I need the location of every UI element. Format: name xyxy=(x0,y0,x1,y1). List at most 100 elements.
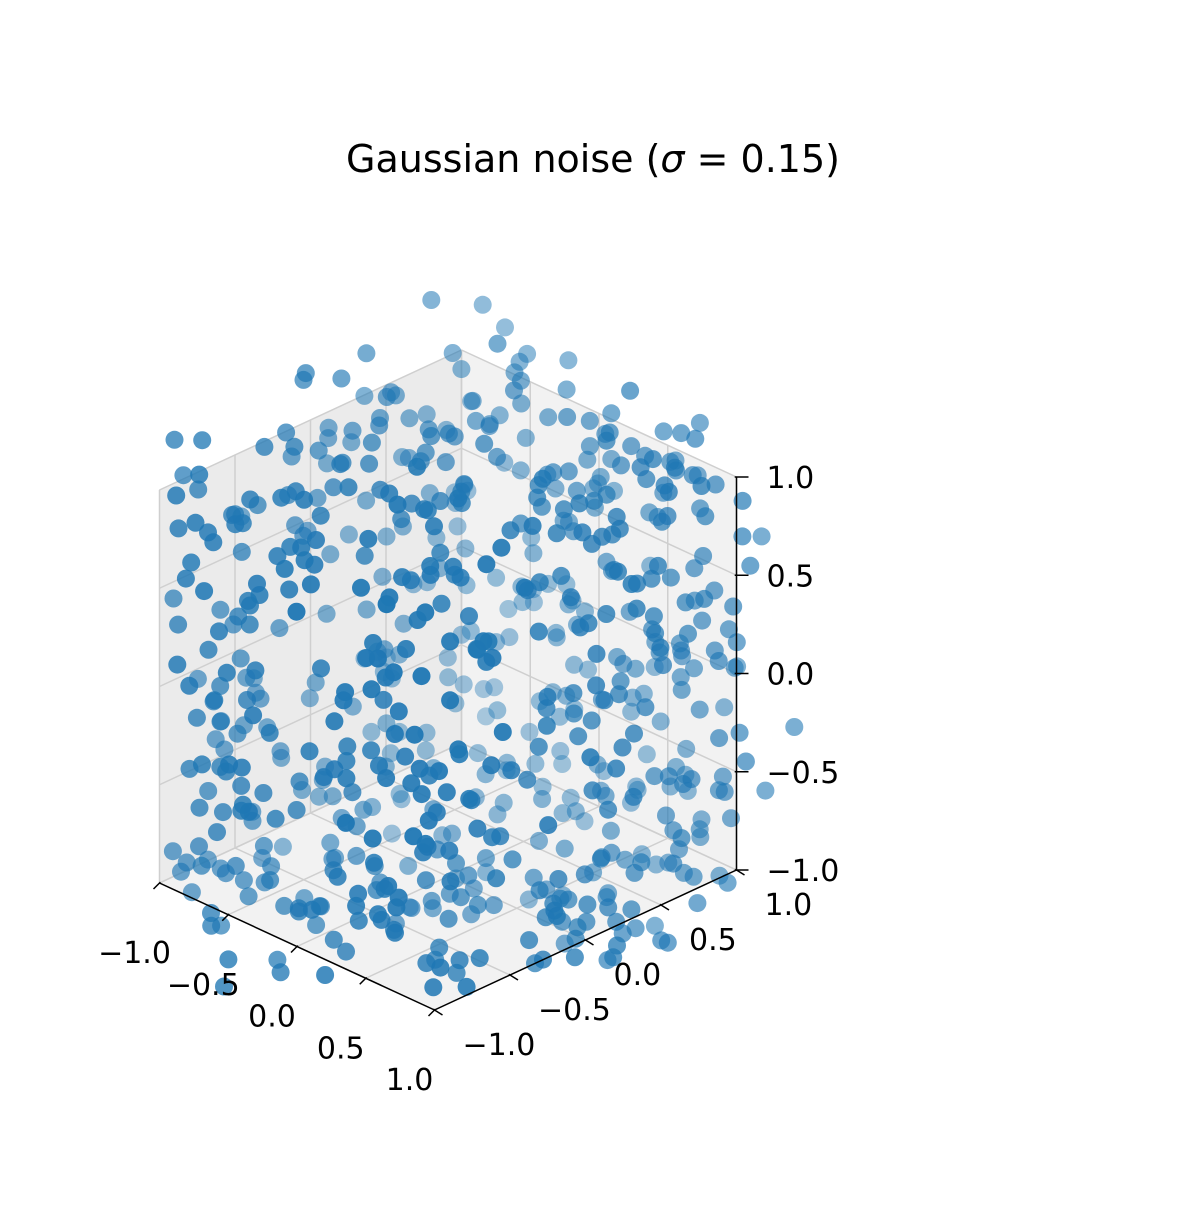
scatter-point xyxy=(622,575,641,593)
scatter-point xyxy=(492,538,511,557)
scatter-point xyxy=(578,895,597,914)
scatter-point xyxy=(354,800,373,819)
scatter-point xyxy=(724,597,743,616)
scatter-point xyxy=(722,809,740,828)
tick-mark xyxy=(152,881,161,890)
scatter-point xyxy=(688,894,707,913)
scatter-point xyxy=(533,469,552,488)
tick-mark xyxy=(359,976,368,985)
scatter-point xyxy=(553,755,572,773)
scatter-point xyxy=(601,821,620,840)
scatter-point xyxy=(654,656,672,675)
scatter-point xyxy=(377,527,396,546)
scatter-point xyxy=(232,776,251,795)
scatter-point xyxy=(364,634,383,652)
scatter-point xyxy=(310,787,328,806)
scatter-points xyxy=(163,291,804,997)
scatter-point xyxy=(199,523,217,542)
scatter-point xyxy=(622,437,641,456)
scatter-point xyxy=(241,490,260,509)
scatter-point xyxy=(362,741,381,760)
z-tick-label: −1.0 xyxy=(767,854,840,889)
scatter-point xyxy=(520,931,539,950)
scatter-point xyxy=(199,782,218,800)
scatter-point xyxy=(684,867,703,886)
scatter-point xyxy=(691,828,710,846)
scatter-point xyxy=(530,831,548,850)
scatter-point xyxy=(437,783,456,802)
scatter-point xyxy=(369,905,387,924)
scatter-point xyxy=(581,748,600,767)
scatter-point xyxy=(468,895,487,914)
scatter-point xyxy=(302,900,321,919)
scatter-point xyxy=(337,942,355,961)
scatter-point xyxy=(457,977,476,996)
scatter-point xyxy=(234,871,253,890)
scatter-point xyxy=(499,600,518,618)
scatter-point xyxy=(785,718,804,736)
scatter-point xyxy=(347,896,366,915)
scatter-point xyxy=(665,458,684,477)
scatter-point xyxy=(741,556,760,575)
scatter-point xyxy=(339,478,358,497)
scatter-point xyxy=(441,872,460,891)
scatter-point xyxy=(422,291,441,309)
scatter-point xyxy=(468,744,487,763)
scatter-point xyxy=(336,813,355,832)
y-tick-label: −0.5 xyxy=(538,993,611,1028)
scatter-point xyxy=(275,896,294,915)
scatter-point xyxy=(715,698,734,717)
scatter-point xyxy=(529,622,548,641)
scatter-point xyxy=(211,712,230,731)
scatter-point xyxy=(690,700,709,719)
scatter-point xyxy=(422,891,441,910)
scatter-point xyxy=(555,839,574,858)
scatter-point xyxy=(195,582,214,601)
scatter-point xyxy=(694,547,713,565)
scatter-point xyxy=(255,437,274,456)
scatter-point xyxy=(362,680,381,699)
scatter-point xyxy=(530,881,549,900)
grid-line xyxy=(159,349,462,491)
scatter-point xyxy=(573,523,592,542)
scatter-point xyxy=(459,866,478,885)
scatter-point xyxy=(169,615,188,634)
scatter-point xyxy=(607,507,626,526)
scatter-point xyxy=(389,702,408,721)
scatter-point xyxy=(355,546,374,565)
scatter-point xyxy=(622,900,641,919)
scatter-point xyxy=(386,923,404,942)
tick-mark xyxy=(583,938,594,946)
scatter-point xyxy=(430,762,448,781)
scatter-point xyxy=(384,663,403,682)
z-tick-label: −0.5 xyxy=(767,756,840,791)
scatter-point xyxy=(672,641,691,660)
scatter-point xyxy=(503,850,522,869)
scatter-point xyxy=(474,632,493,651)
scatter-point xyxy=(518,770,537,789)
scatter-point xyxy=(205,691,224,710)
scatter-point xyxy=(300,742,319,761)
scatter-point xyxy=(613,738,632,757)
scatter-point xyxy=(559,462,578,481)
scatter-point xyxy=(412,667,431,686)
scatter-point xyxy=(399,856,418,875)
scatter-point xyxy=(408,457,426,476)
x-tick-label: −1.0 xyxy=(98,936,171,971)
scatter-point xyxy=(324,930,343,949)
y-tick-label: 0.5 xyxy=(689,923,737,958)
scatter-point xyxy=(652,931,671,950)
scatter-point xyxy=(566,802,585,821)
x-tick-label: −0.5 xyxy=(167,968,240,1003)
scatter-point xyxy=(659,767,678,786)
scatter-point xyxy=(332,369,351,388)
scatter-point xyxy=(165,430,184,449)
scatter-point xyxy=(565,948,584,967)
scatter-point xyxy=(440,841,459,860)
scatter-point xyxy=(307,916,326,934)
scatter-point xyxy=(357,491,376,510)
scatter-point xyxy=(664,854,683,873)
scatter-point xyxy=(487,869,506,888)
scatter-point xyxy=(271,963,290,982)
scatter-point xyxy=(715,782,734,801)
